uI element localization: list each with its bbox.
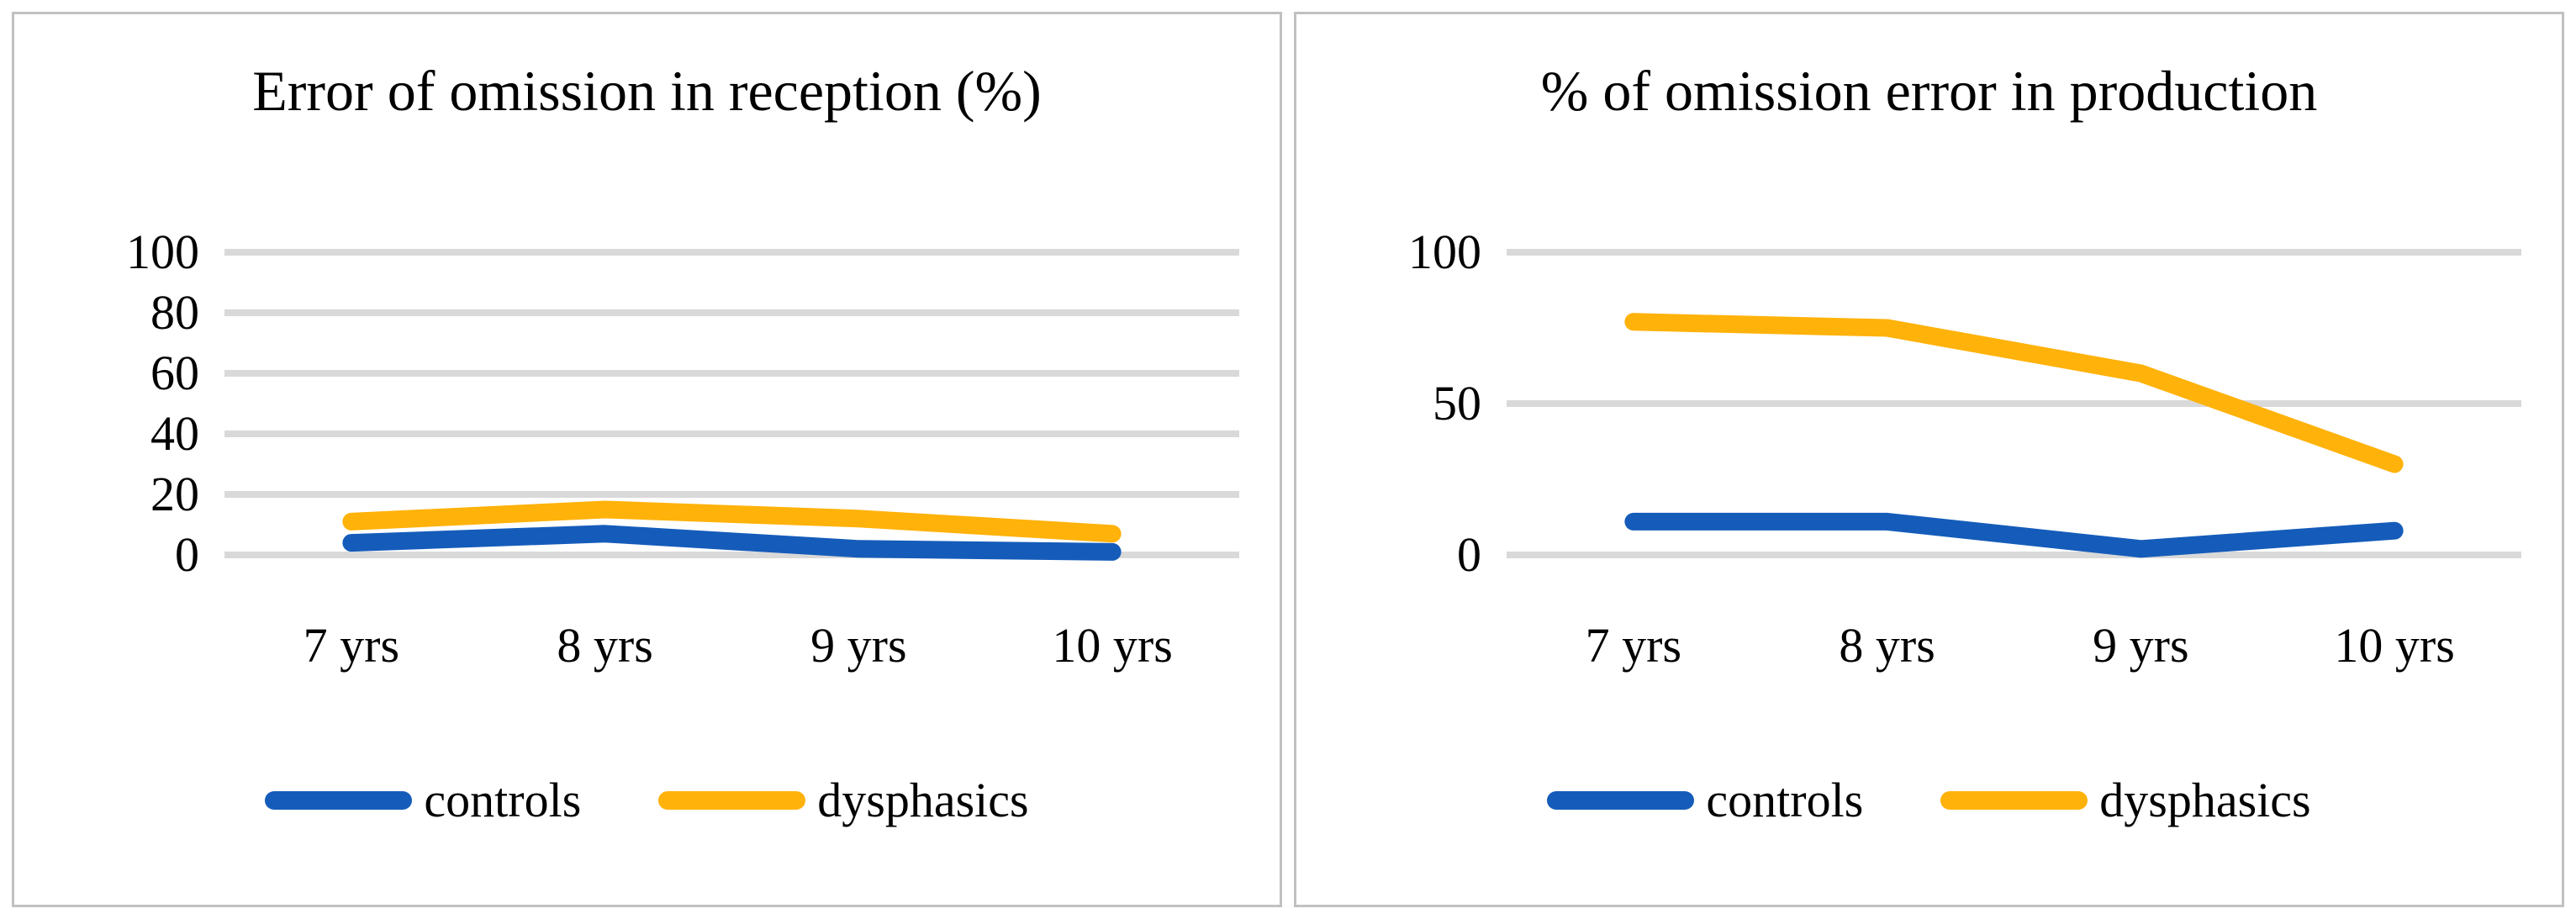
x-tick-label: 7 yrs	[303, 618, 400, 673]
x-tick-label: 8 yrs	[1839, 618, 1935, 673]
y-tick-label: 80	[150, 285, 199, 340]
legend-production: controls dysphasics	[1296, 771, 2562, 830]
legend-entry-dysphasics: dysphasics	[1940, 771, 2311, 830]
x-tick-label: 10 yrs	[2334, 618, 2455, 673]
y-tick-label: 100	[126, 224, 199, 279]
y-tick-label: 60	[150, 346, 199, 400]
series-line-controls	[342, 525, 1122, 561]
y-tick-label: 0	[1457, 527, 1481, 582]
legend-label: controls	[1706, 773, 1864, 827]
x-tick-label: 8 yrs	[557, 618, 653, 673]
panel-production-chart: % of omission error in production contro…	[1294, 12, 2564, 907]
y-tick-label: 40	[150, 406, 199, 461]
chart-title-production: % of omission error in production	[1540, 59, 2318, 123]
chart-title-reception: Error of omission in reception (%)	[252, 59, 1042, 123]
legend-entry-dysphasics: dysphasics	[658, 771, 1029, 830]
y-tick-label: 50	[1433, 376, 1481, 430]
legend-reception: controls dysphasics	[14, 771, 1280, 830]
line-plot-production	[1507, 249, 2521, 558]
legend-label: dysphasics	[817, 773, 1029, 827]
x-tick-label: 9 yrs	[2093, 618, 2189, 673]
legend-label: dysphasics	[2099, 773, 2311, 827]
y-tick-label: 0	[175, 527, 199, 582]
series-line-controls	[1624, 512, 2404, 558]
x-tick-label: 10 yrs	[1052, 618, 1173, 673]
legend-swatch-controls	[1547, 791, 1695, 810]
y-tick-label: 20	[150, 467, 199, 521]
legend-swatch-dysphasics	[658, 791, 806, 810]
legend-entry-controls: controls	[1547, 771, 1863, 830]
x-tick-label: 9 yrs	[810, 618, 907, 673]
y-tick-label: 100	[1408, 224, 1481, 279]
legend-swatch-controls	[265, 791, 413, 810]
series-line-dysphasics	[1624, 313, 2404, 473]
legend-label: controls	[424, 773, 582, 827]
line-plot-reception	[224, 249, 1239, 561]
series-line-dysphasics	[342, 500, 1122, 543]
x-tick-label: 7 yrs	[1585, 618, 1682, 673]
legend-entry-controls: controls	[265, 771, 581, 830]
legend-swatch-dysphasics	[1940, 791, 2088, 810]
panel-reception-chart: Error of omission in reception (%) contr…	[12, 12, 1282, 907]
